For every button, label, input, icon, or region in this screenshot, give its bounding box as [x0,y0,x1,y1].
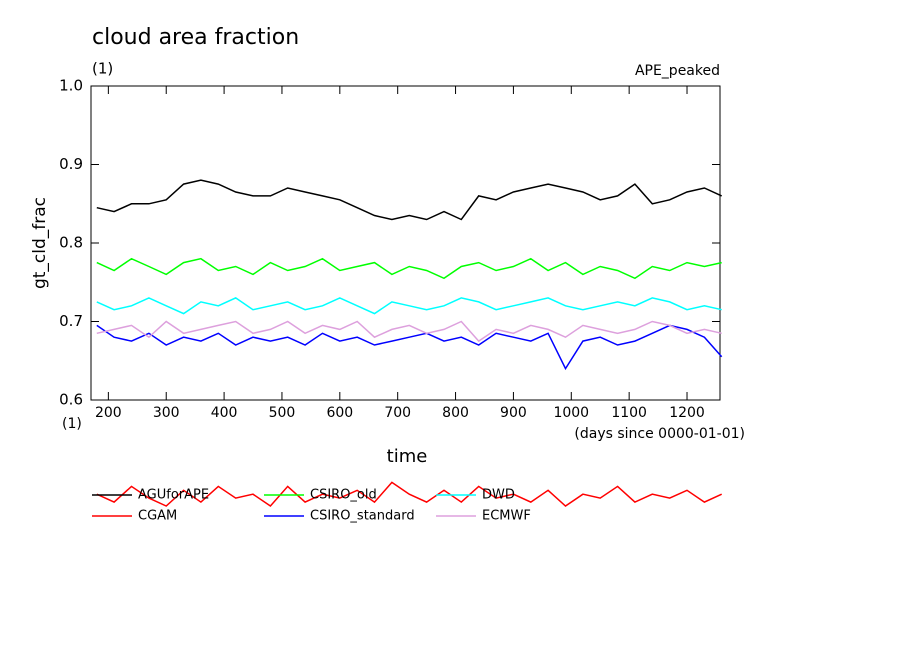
x-tick-label: 600 [326,405,353,421]
x-tick-label: 1200 [669,405,705,421]
series-line [96,481,723,507]
plot-frame [90,85,721,401]
legend-label: ECMWF [482,509,531,524]
y-tick-label: 0.7 [59,312,83,330]
series-line [96,324,723,371]
annotation: APE_peaked [635,63,720,79]
series-line [96,320,722,343]
x-tick-label: 800 [442,405,469,421]
legend-label: CSIRO_old [310,488,377,503]
x-tick-label: 400 [211,405,238,421]
y-axis-label: gt_cld_frac [30,197,50,289]
y-tick-label: 0.9 [59,155,83,173]
chart-title: cloud area fraction [92,25,299,50]
x-tick-label: 900 [500,405,527,421]
y-tick-label: 0.8 [59,234,83,252]
chart-subtitle: (1) [92,60,113,78]
x-tick-label: 700 [384,405,411,421]
x-unit: (days since 0000-01-01) [574,426,745,442]
x-tick-label: 300 [153,405,180,421]
y-tick-label: 1.0 [59,77,83,95]
legend-label: AGUforAPE [138,488,209,503]
legend-label: CGAM [138,509,177,524]
x-tick-label: 1000 [553,405,589,421]
legend-label: CSIRO_standard [310,509,415,524]
x-axis-label: time [387,446,428,467]
series-line [96,297,722,315]
x-tick-label: 200 [95,405,122,421]
legend-label: DWD [482,488,515,503]
x-tick-label: 1100 [611,405,647,421]
series-line [96,179,723,221]
y-tick-label: 0.6 [59,391,83,409]
y-unit: (1) [62,416,82,432]
series-line [96,257,722,280]
x-tick-label: 500 [269,405,296,421]
